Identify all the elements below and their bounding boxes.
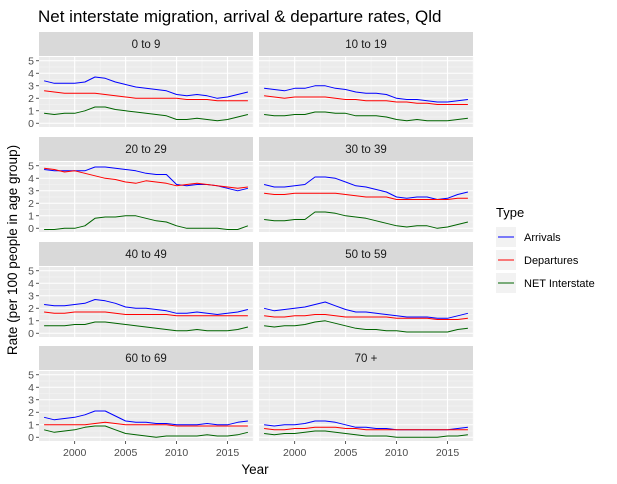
series-line-arrivals [264, 85, 468, 103]
y-tick-label: 0 [28, 223, 34, 235]
series-line-arrivals [44, 299, 249, 315]
facet-strip [259, 346, 473, 370]
facet-strip-label: 60 to 69 [125, 353, 167, 365]
x-axis-title: Year [241, 462, 269, 477]
y-tick-label: 0 [28, 432, 34, 444]
y-tick-label: 4 [28, 68, 34, 80]
facet-strip [259, 242, 473, 266]
series-line-departures [264, 314, 468, 320]
facet-strip [39, 32, 253, 56]
y-tick-label: 2 [28, 303, 34, 315]
legend-title: Type [496, 205, 524, 220]
series-line-arrivals [43, 410, 248, 426]
y-tick-label: 0 [28, 328, 34, 340]
x-tick-label: 2005 [114, 447, 138, 459]
y-tick-label: 1 [28, 105, 34, 117]
series-line-net-interstate [44, 321, 249, 332]
series-line-arrivals [263, 176, 469, 200]
series-line-net-interstate [264, 430, 468, 438]
facet-strip [39, 242, 253, 266]
series-line-net-interstate [44, 215, 249, 230]
x-tick-label: 2015 [436, 447, 460, 459]
facet-strip [259, 137, 473, 161]
facet-strip-label: 70 + [355, 353, 378, 365]
legend-label: Departures [524, 255, 579, 267]
y-tick-label: 3 [28, 80, 34, 92]
facet-strip-label: 40 to 49 [125, 249, 167, 261]
series-line-departures [44, 90, 248, 102]
series-line-departures [44, 167, 248, 189]
facet-strip [39, 346, 253, 370]
facet-panel: 50 to 59 [259, 242, 474, 337]
series-line-departures [264, 426, 468, 431]
legend: Type Arrivals Departures NET Interstate [496, 205, 595, 293]
series-line-departures [44, 421, 248, 427]
y-tick-label: 4 [28, 173, 34, 185]
y-tick-label: 5 [28, 160, 34, 172]
x-tick-label: 2010 [385, 447, 409, 459]
y-tick-label: 4 [28, 382, 34, 394]
series-line-net-interstate [43, 425, 249, 438]
x-tick-label: 2010 [165, 447, 189, 459]
facet-strip-label: 10 to 19 [345, 39, 387, 51]
series-line-net-interstate [264, 111, 468, 122]
facet-panel: 30 to 39 [259, 137, 474, 232]
y-tick-label: 1 [28, 419, 34, 431]
x-tick-label: 2005 [334, 447, 358, 459]
y-tick-label: 2 [28, 198, 34, 210]
y-tick-label: 3 [28, 185, 34, 197]
series-line-departures [264, 95, 468, 105]
facet-strip [259, 32, 473, 56]
y-tick-label: 2 [28, 93, 34, 105]
facet-strip-label: 50 to 59 [345, 249, 387, 261]
chart-title: Net interstate migration, arrival & depa… [38, 7, 441, 26]
y-tick-label: 0 [28, 118, 34, 130]
series-line-arrivals [263, 301, 469, 319]
series-line-departures [44, 311, 248, 317]
series-line-net-interstate [44, 106, 249, 122]
series-line-arrivals [43, 76, 249, 99]
facet-strip-label: 30 to 39 [345, 144, 387, 156]
y-tick-label: 3 [28, 290, 34, 302]
y-tick-label: 1 [28, 210, 34, 222]
legend-label: Arrivals [524, 232, 561, 244]
x-tick-label: 2000 [63, 447, 87, 459]
y-tick-label: 5 [28, 265, 34, 277]
series-line-departures [264, 192, 468, 200]
y-tick-label: 4 [28, 278, 34, 290]
y-tick-label: 3 [28, 394, 34, 406]
y-tick-label: 2 [28, 407, 34, 419]
x-tick-label: 2015 [216, 447, 240, 459]
facet-strip-label: 0 to 9 [132, 39, 161, 51]
x-tick-label: 2000 [283, 447, 307, 459]
facet-panel: 70 + 2000 2005 2010 2015 [259, 346, 474, 459]
facet-panel: 10 to 19 [259, 32, 474, 127]
facet-strip [39, 137, 253, 161]
y-tick-label: 5 [28, 369, 34, 381]
facet-strip-label: 20 to 29 [125, 144, 167, 156]
legend-label: NET Interstate [524, 278, 595, 290]
series-line-net-interstate [264, 320, 468, 333]
series-line-net-interstate [264, 211, 469, 229]
y-axis-title: Rate (per 100 people in age group) [5, 145, 20, 355]
y-tick-label: 1 [28, 315, 34, 327]
y-tick-label: 5 [28, 55, 34, 67]
